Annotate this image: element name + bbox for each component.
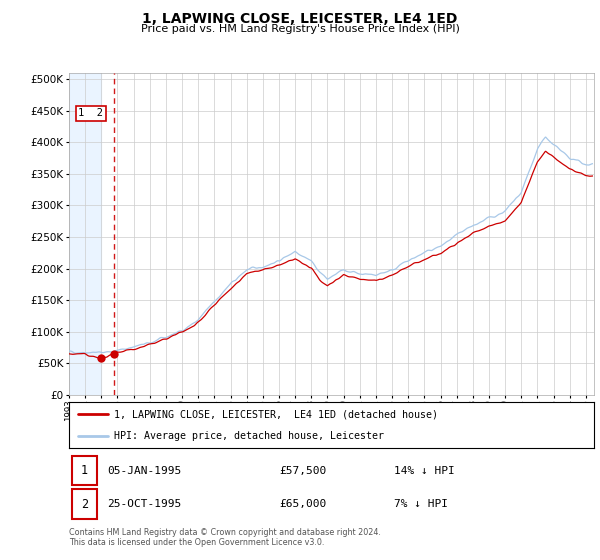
Text: Contains HM Land Registry data © Crown copyright and database right 2024.: Contains HM Land Registry data © Crown c… <box>69 528 381 536</box>
Text: 05-JAN-1995: 05-JAN-1995 <box>107 466 181 475</box>
Text: 1: 1 <box>80 464 88 477</box>
Text: 14% ↓ HPI: 14% ↓ HPI <box>395 466 455 475</box>
Text: 2: 2 <box>80 498 88 511</box>
Text: £57,500: £57,500 <box>279 466 326 475</box>
FancyBboxPatch shape <box>71 456 97 486</box>
Text: 1  2: 1 2 <box>79 108 103 118</box>
Text: 25-OCT-1995: 25-OCT-1995 <box>107 500 181 509</box>
Text: Price paid vs. HM Land Registry's House Price Index (HPI): Price paid vs. HM Land Registry's House … <box>140 24 460 34</box>
Text: This data is licensed under the Open Government Licence v3.0.: This data is licensed under the Open Gov… <box>69 538 325 547</box>
Bar <box>69 73 101 395</box>
Text: 1, LAPWING CLOSE, LEICESTER, LE4 1ED: 1, LAPWING CLOSE, LEICESTER, LE4 1ED <box>142 12 458 26</box>
Text: 7% ↓ HPI: 7% ↓ HPI <box>395 500 449 509</box>
FancyBboxPatch shape <box>71 489 97 519</box>
Text: £65,000: £65,000 <box>279 500 326 509</box>
Text: HPI: Average price, detached house, Leicester: HPI: Average price, detached house, Leic… <box>113 431 383 441</box>
Text: 1, LAPWING CLOSE, LEICESTER,  LE4 1ED (detached house): 1, LAPWING CLOSE, LEICESTER, LE4 1ED (de… <box>113 409 437 419</box>
Bar <box>69 73 98 395</box>
